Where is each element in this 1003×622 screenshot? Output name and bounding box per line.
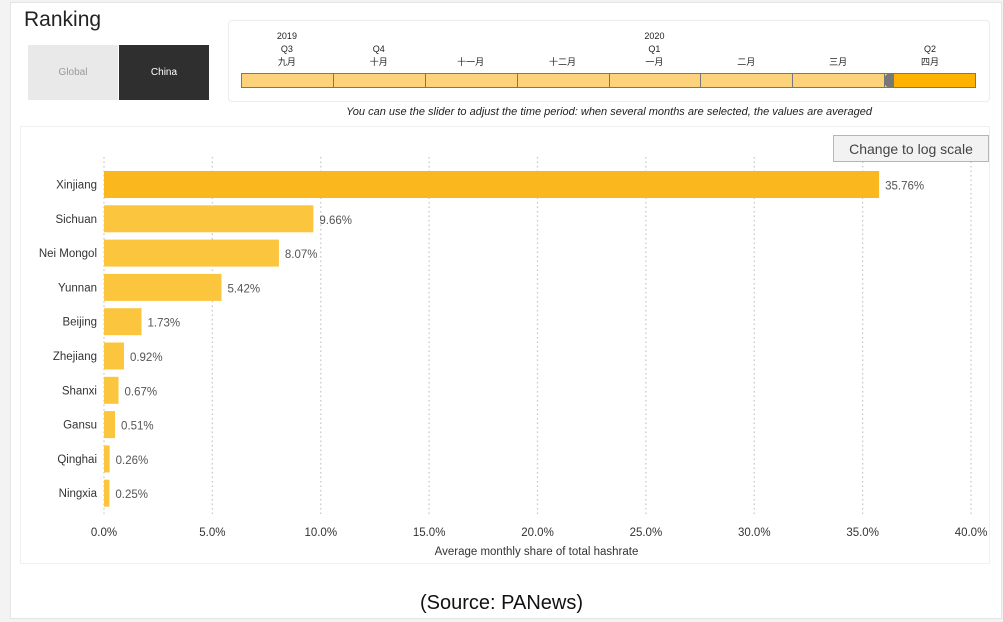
slider-month-text: 一月 [645, 57, 664, 67]
slider-year-label [706, 30, 786, 43]
category-label: Nei Mongol [39, 248, 97, 260]
category-label: Beijing [62, 317, 97, 329]
bar [104, 308, 142, 336]
x-tick-label: 20.0% [521, 527, 554, 539]
slider-month-label: 十一月 [431, 30, 511, 69]
slider-month-label: 2020 Q1 一月 [614, 30, 694, 69]
bar [104, 411, 116, 439]
bar [104, 342, 124, 370]
value-label: 5.42% [227, 283, 260, 295]
value-label: 9.66% [319, 215, 352, 227]
value-label: 0.67% [125, 386, 158, 398]
slider-month-text: 九月 [277, 57, 296, 67]
value-label: 0.92% [130, 352, 163, 364]
slider-month-text: 十二月 [549, 57, 577, 67]
slider-year-label [431, 30, 511, 43]
value-label: 0.26% [116, 455, 149, 467]
bar [104, 479, 110, 507]
slider-year-label: 2019 [276, 31, 297, 41]
slider-month-text: 十一月 [457, 57, 485, 67]
x-tick-label: 30.0% [738, 527, 771, 539]
bar-chart: 0.0% 5.0% 10.0% 15.0% 20.0% 25.0% 30.0% 35.0% 40… [39, 157, 988, 558]
time-slider: 2019 Q3 九月 Q4 十月 十一月 十二月 2020 Q1 一月 二月 三月 Q2 四月 [228, 20, 990, 102]
slider-quarter-label [706, 43, 786, 56]
slider-quarter-label: Q3 [280, 44, 293, 54]
slider-month-label: Q4 十月 [339, 30, 419, 69]
slider-quarter-label [798, 43, 878, 56]
category-label: Shanxi [62, 385, 97, 397]
x-tick-label: 15.0% [413, 527, 446, 539]
slider-year-label [523, 30, 603, 43]
value-label: 0.51% [121, 421, 154, 433]
global-toggle-button[interactable]: Global [28, 45, 118, 100]
slider-tick [516, 74, 518, 87]
slider-year-label [339, 30, 419, 43]
slider-month-text: 四月 [921, 57, 940, 67]
x-axis-title: Average monthly share of total hashrate [435, 546, 639, 558]
x-tick-label: 10.0% [304, 527, 337, 539]
category-label: Xinjiang [56, 180, 97, 192]
chart-area: 0.0% 5.0% 10.0% 15.0% 20.0% 25.0% 30.0% 35.0% 40… [20, 126, 990, 564]
slider-month-text: 二月 [737, 57, 756, 67]
bar [104, 273, 222, 301]
slider-quarter-label [523, 43, 603, 56]
category-label: Sichuan [55, 214, 97, 226]
slider-tick [608, 74, 610, 87]
slider-month-label: Q2 四月 [890, 30, 970, 69]
category-label: Qinghai [57, 454, 97, 466]
slider-month-text: 十月 [369, 57, 388, 67]
slider-year-label [798, 30, 878, 43]
value-label: 35.76% [885, 181, 924, 193]
bar [104, 239, 279, 267]
x-tick-label: 40.0% [955, 527, 988, 539]
slider-tick [700, 74, 702, 87]
china-toggle-button[interactable]: China [119, 45, 209, 100]
slider-tick [332, 74, 334, 87]
category-label: Yunnan [58, 282, 97, 294]
slider-track[interactable] [241, 73, 976, 88]
slider-tick [424, 74, 426, 87]
x-tick-label: 5.0% [199, 527, 225, 539]
value-label: 8.07% [285, 249, 318, 261]
category-label: Zhejiang [53, 351, 97, 363]
category-label: Ningxia [59, 488, 98, 500]
ranking-card [10, 2, 1002, 619]
slider-month-text: 三月 [829, 57, 848, 67]
slider-handle[interactable] [884, 73, 895, 88]
slider-hint: You can use the slider to adjust the tim… [346, 106, 872, 118]
panel-title: Ranking [24, 8, 102, 31]
slider-tick [792, 74, 794, 87]
slider-month-label: 十二月 [523, 30, 603, 69]
bar [104, 205, 314, 233]
slider-year-label [890, 30, 970, 43]
slider-selected-range [885, 74, 975, 87]
value-label: 1.73% [147, 318, 180, 330]
slider-quarter-label: Q2 [924, 44, 937, 54]
x-tick-label: 25.0% [630, 527, 663, 539]
bar [104, 171, 880, 198]
slider-month-label: 2019 Q3 九月 [247, 30, 327, 69]
bar [104, 445, 110, 473]
slider-month-label: 三月 [798, 30, 878, 69]
log-scale-button[interactable]: Change to log scale [833, 135, 989, 162]
category-label: Gansu [63, 420, 97, 432]
x-tick-label: 0.0% [91, 527, 117, 539]
slider-quarter-label [431, 43, 511, 56]
source-caption: (Source: PANews) [419, 592, 583, 614]
bar [104, 376, 119, 404]
x-tick-label: 35.0% [846, 527, 879, 539]
slider-year-label: 2020 [644, 31, 665, 41]
slider-quarter-label: Q1 [648, 44, 661, 54]
slider-quarter-label: Q4 [372, 44, 385, 54]
value-label: 0.25% [115, 489, 148, 501]
slider-month-label: 二月 [706, 30, 786, 69]
